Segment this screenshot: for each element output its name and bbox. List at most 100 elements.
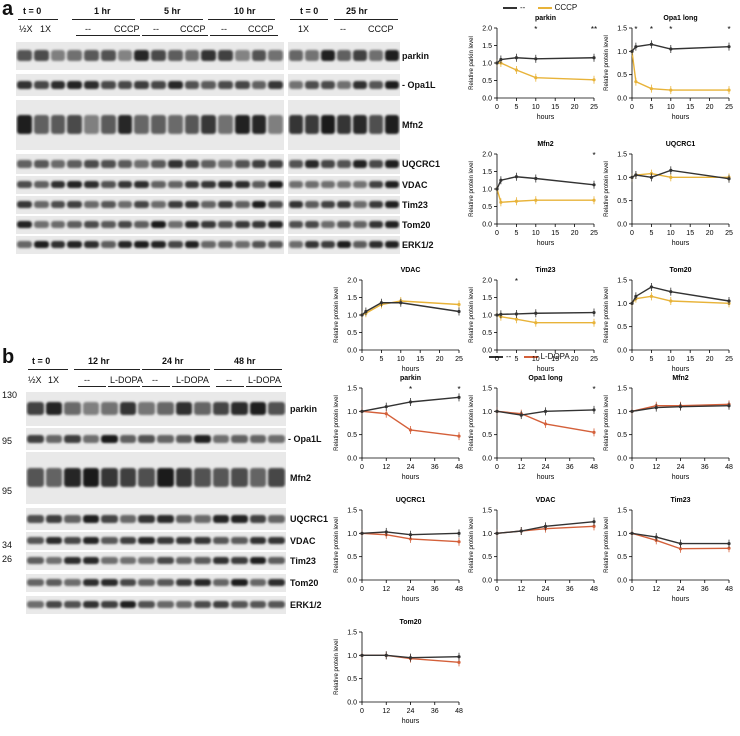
- x-tick-label: 48: [455, 586, 463, 593]
- blot-band: [337, 181, 351, 189]
- legend-b-control-label: --: [506, 352, 512, 361]
- y-tick-label: 1.5: [617, 26, 627, 33]
- blot-band: [84, 221, 99, 229]
- series-line: [496, 520, 595, 535]
- blot-band: [119, 402, 137, 416]
- blot-band: [27, 467, 44, 488]
- blot-band: [218, 201, 233, 209]
- blot-band: [194, 537, 211, 545]
- blot-band: [33, 181, 49, 189]
- series-line: [361, 396, 460, 413]
- x-tick-label: 24: [677, 586, 685, 593]
- blot-band: [100, 160, 116, 168]
- chart-title: Tom20: [669, 267, 691, 274]
- blot-band: [249, 601, 267, 609]
- blot-band: [212, 579, 230, 587]
- y-tick-label: 1.5: [347, 386, 357, 393]
- x-tick-label: 5: [649, 104, 653, 111]
- y-tick-label: 1.0: [482, 409, 492, 416]
- blot-band: [17, 181, 32, 189]
- blot-band: [249, 557, 267, 565]
- x-axis-label: hours: [537, 596, 555, 603]
- blot-band: [167, 160, 183, 168]
- blot-band: [100, 241, 116, 249]
- x-tick-label: 0: [630, 230, 634, 237]
- blot-band: [249, 537, 267, 545]
- treatment-label: CCCP: [180, 24, 206, 34]
- y-tick-label: 0.0: [482, 348, 492, 355]
- blot-band: [234, 241, 250, 249]
- x-tick-label: 25: [590, 104, 598, 111]
- x-tick-label: 15: [551, 356, 559, 363]
- y-tick-label: 1.5: [482, 508, 492, 515]
- blot-band: [151, 181, 166, 189]
- blot-band: [251, 115, 267, 134]
- blot-band: [305, 221, 319, 229]
- y-tick-label: 1.0: [482, 187, 492, 194]
- x-tick-label: 20: [436, 356, 444, 363]
- treatment-label: L-DOPA: [176, 375, 209, 385]
- treatment-underline: [108, 386, 140, 387]
- chart-title: Tim23: [535, 267, 555, 274]
- x-tick-label: 0: [630, 356, 634, 363]
- timepoint-label: 10 hr: [234, 6, 256, 16]
- y-tick-label: 0.0: [482, 222, 492, 229]
- y-tick-label: 0.5: [617, 198, 627, 205]
- blot-band: [184, 50, 200, 62]
- x-axis-label: hours: [402, 596, 420, 603]
- blot-band: [249, 402, 267, 416]
- x-tick-label: 0: [630, 104, 634, 111]
- blot-band: [268, 467, 285, 488]
- y-axis-label: Relative protein level: [469, 287, 475, 343]
- blot-band: [268, 160, 283, 168]
- blot-band: [369, 50, 383, 62]
- blot-band: [17, 80, 32, 89]
- blot-band: [251, 201, 267, 209]
- blot-band: [305, 80, 319, 89]
- blot-band: [369, 115, 383, 134]
- y-tick-label: 0.5: [482, 432, 492, 439]
- blot-band: [353, 115, 367, 134]
- blot-band: [321, 160, 335, 168]
- y-tick-label: 1.5: [347, 508, 357, 515]
- series-line: [631, 43, 730, 52]
- blot-band: [268, 221, 283, 229]
- significance-mark: *: [409, 385, 412, 394]
- blot-band: [201, 241, 216, 249]
- timepoint-underline: [214, 369, 282, 370]
- blot-band: [84, 241, 99, 249]
- blot-band: [337, 80, 351, 89]
- blot-label: - Opa1L: [402, 80, 436, 90]
- blot-band: [151, 241, 166, 249]
- blot-band: [134, 160, 149, 168]
- y-tick-label: 0.0: [482, 578, 492, 585]
- blot-band: [33, 160, 49, 168]
- x-tick-label: 48: [590, 464, 598, 471]
- blot-band: [45, 537, 63, 545]
- treatment-label: 1X: [298, 24, 310, 34]
- y-tick-label: 1.5: [347, 295, 357, 302]
- y-tick-label: 1.0: [347, 531, 357, 538]
- blot-band: [17, 241, 32, 249]
- blot-strip: [26, 552, 286, 570]
- blot-strip-left: [16, 154, 284, 174]
- blot-band: [212, 434, 230, 443]
- blot-band: [167, 80, 183, 89]
- blot-band: [45, 514, 63, 523]
- y-tick-label: 1.0: [617, 409, 627, 416]
- y-tick-label: 1.5: [482, 169, 492, 176]
- blot-band: [321, 241, 335, 249]
- blot-band: [119, 434, 137, 443]
- x-axis-label: hours: [537, 114, 555, 121]
- blot-band: [82, 601, 100, 609]
- x-tick-label: 36: [701, 464, 709, 471]
- x-tick-label: 48: [455, 708, 463, 715]
- y-tick-label: 0.5: [482, 204, 492, 211]
- blot-band: [84, 181, 99, 189]
- blot-strip: [26, 596, 286, 614]
- blot-band: [157, 557, 174, 565]
- series-line: [631, 403, 730, 413]
- blot-band: [337, 221, 351, 229]
- blot-band: [305, 50, 319, 62]
- x-tick-label: 0: [495, 104, 499, 111]
